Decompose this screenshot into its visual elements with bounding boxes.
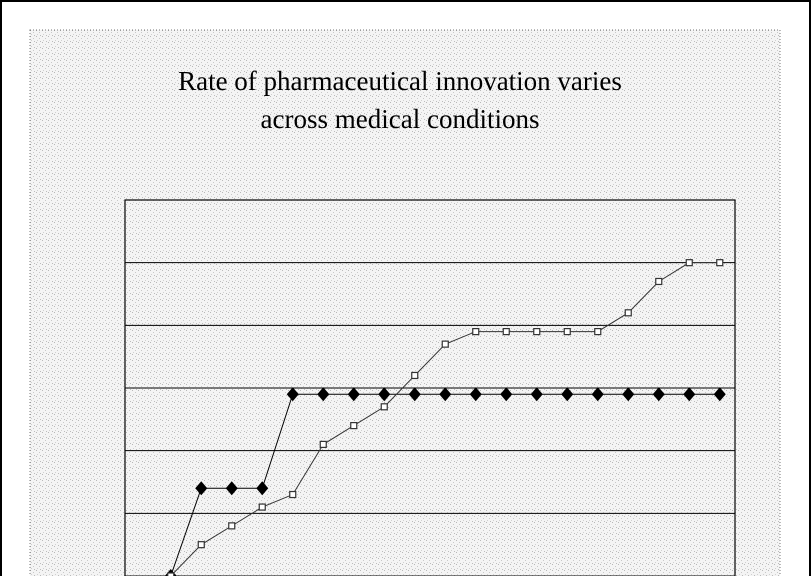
square-marker bbox=[624, 309, 632, 317]
diamond-marker bbox=[469, 387, 482, 402]
square-marker bbox=[441, 340, 449, 348]
square-marker bbox=[472, 328, 480, 336]
diamond-marker bbox=[652, 387, 665, 402]
diamond-marker bbox=[713, 387, 726, 402]
diamond-marker bbox=[561, 387, 574, 402]
diamond-marker bbox=[286, 387, 299, 402]
square-marker bbox=[594, 328, 602, 336]
title-line: Rate of pharmaceutical innovation varies bbox=[178, 66, 622, 96]
diamond-marker bbox=[317, 387, 330, 402]
square-marker bbox=[350, 422, 358, 430]
square-marker bbox=[228, 522, 236, 530]
square-marker bbox=[289, 490, 297, 499]
diamond-marker bbox=[225, 481, 238, 496]
square-marker bbox=[167, 572, 175, 576]
title-line: across medical conditions bbox=[261, 104, 540, 134]
diamond-marker bbox=[439, 387, 452, 402]
diamond-marker bbox=[408, 387, 421, 402]
square-marker bbox=[563, 328, 571, 336]
diamond-marker bbox=[622, 387, 635, 402]
diamond-marker bbox=[378, 387, 391, 402]
diamond-marker bbox=[591, 387, 604, 402]
diamond-marker bbox=[530, 387, 543, 402]
square-marker bbox=[502, 328, 510, 336]
diamond-marker bbox=[347, 387, 360, 402]
square-marker bbox=[380, 403, 388, 411]
diamond-marker bbox=[500, 387, 513, 402]
square-marker bbox=[411, 371, 419, 380]
square-marker bbox=[655, 277, 663, 286]
diamond-marker bbox=[195, 481, 208, 496]
diamond-marker bbox=[256, 481, 269, 496]
square-marker bbox=[716, 259, 724, 267]
square-marker bbox=[685, 259, 693, 267]
diamond-marker bbox=[683, 387, 696, 402]
square-marker bbox=[197, 541, 205, 549]
square-marker bbox=[319, 440, 327, 448]
square-marker bbox=[533, 328, 541, 336]
square-marker bbox=[258, 503, 266, 511]
